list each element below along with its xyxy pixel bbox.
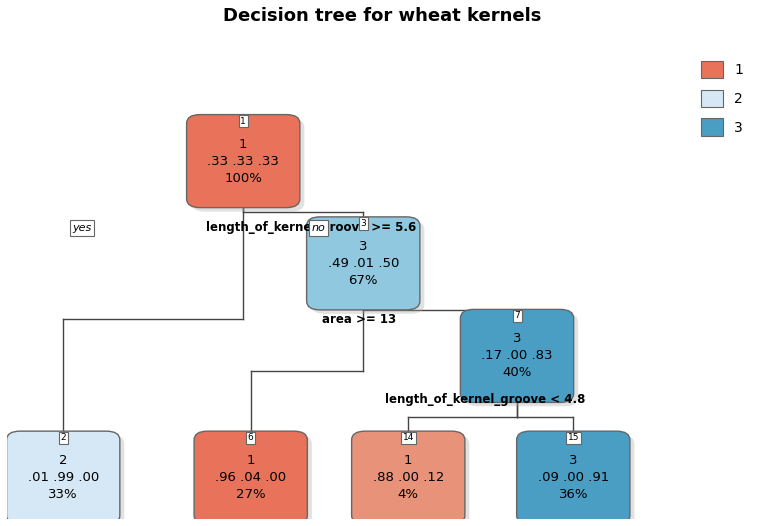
Text: 2
.01 .99 .00
33%: 2 .01 .99 .00 33% xyxy=(28,454,99,501)
FancyBboxPatch shape xyxy=(311,221,424,314)
Text: 6: 6 xyxy=(248,433,254,442)
Text: 1: 1 xyxy=(241,117,246,126)
Text: 15: 15 xyxy=(568,433,579,442)
Text: 3
.09 .00 .91
36%: 3 .09 .00 .91 36% xyxy=(538,454,609,501)
Text: 14: 14 xyxy=(403,433,414,442)
FancyBboxPatch shape xyxy=(351,431,465,524)
FancyBboxPatch shape xyxy=(194,431,307,524)
Title: Decision tree for wheat kernels: Decision tree for wheat kernels xyxy=(223,7,541,25)
FancyBboxPatch shape xyxy=(356,435,469,526)
Text: 2: 2 xyxy=(60,433,66,442)
FancyBboxPatch shape xyxy=(186,115,299,208)
FancyBboxPatch shape xyxy=(191,118,304,211)
FancyBboxPatch shape xyxy=(465,313,578,406)
Text: 7: 7 xyxy=(514,311,520,320)
FancyBboxPatch shape xyxy=(521,435,634,526)
Text: 1
.33 .33 .33
100%: 1 .33 .33 .33 100% xyxy=(207,138,279,185)
FancyBboxPatch shape xyxy=(306,217,420,310)
Text: 3: 3 xyxy=(361,219,366,228)
Text: yes: yes xyxy=(73,223,92,233)
FancyBboxPatch shape xyxy=(7,431,120,524)
FancyBboxPatch shape xyxy=(11,435,125,526)
Text: area >= 13: area >= 13 xyxy=(322,313,397,326)
Text: 3
.17 .00 .83
40%: 3 .17 .00 .83 40% xyxy=(481,332,553,379)
Text: length_of_kernel_groove < 4.8: length_of_kernel_groove < 4.8 xyxy=(384,393,585,406)
Text: 1
.88 .00 .12
4%: 1 .88 .00 .12 4% xyxy=(373,454,444,501)
Text: length_of_kernel_groove >= 5.6: length_of_kernel_groove >= 5.6 xyxy=(206,221,416,234)
Legend: 1, 2, 3: 1, 2, 3 xyxy=(694,54,750,143)
Text: no: no xyxy=(312,223,325,233)
FancyBboxPatch shape xyxy=(199,435,312,526)
FancyBboxPatch shape xyxy=(461,309,574,402)
Text: 1
.96 .04 .00
27%: 1 .96 .04 .00 27% xyxy=(215,454,286,501)
FancyBboxPatch shape xyxy=(516,431,630,524)
Text: 3
.49 .01 .50
67%: 3 .49 .01 .50 67% xyxy=(328,240,399,287)
